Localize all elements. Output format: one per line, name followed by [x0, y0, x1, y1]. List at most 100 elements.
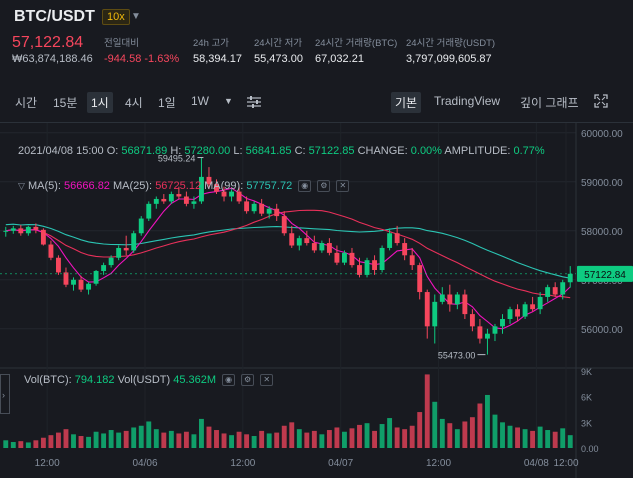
x-tick-label: 04/07 [328, 458, 353, 469]
chart-toolbar: 시간 15분 1시 4시 1일 1W ▼ 기본 TradingView 깊이 그… [0, 88, 633, 116]
volume-bar [289, 422, 295, 448]
close-icon[interactable]: ✕ [336, 180, 350, 193]
leverage-badge[interactable]: 10x [102, 9, 130, 25]
interval-15m[interactable]: 15분 [53, 96, 78, 110]
candle-body [101, 265, 107, 271]
pair-symbol[interactable]: BTC/USDT [14, 8, 95, 25]
view-depth[interactable]: 깊이 그래프 [520, 96, 579, 110]
candle-body [138, 218, 144, 234]
stat-vol-usdt-value: 3,797,099,605.87 [406, 53, 492, 65]
candle-body [25, 226, 31, 234]
candle-body [439, 294, 445, 302]
interval-1d[interactable]: 1일 [158, 96, 176, 110]
ohlc-high-label: H: [170, 145, 182, 157]
volume-bar [567, 435, 573, 448]
stat-vol-btc-value: 67,032.21 [315, 53, 364, 65]
volume-bar [251, 436, 257, 448]
volume-bar [153, 429, 159, 448]
view-tradingview[interactable]: TradingView [434, 94, 501, 108]
last-price: 57,122.84 [12, 34, 84, 51]
candle-body [372, 260, 377, 270]
interval-1w[interactable]: 1W [191, 94, 209, 108]
candle-body [462, 294, 468, 315]
volume-bar [281, 425, 287, 448]
ohlc-high: 57280.00 [184, 145, 231, 157]
eye-icon[interactable]: ◉ [298, 180, 312, 193]
candle-body [123, 247, 129, 251]
volume-bar [357, 424, 362, 448]
candle-body [116, 247, 122, 258]
candle-body [319, 243, 325, 251]
volume-bar [364, 423, 370, 448]
volume-bar [424, 374, 430, 448]
ma25-line [5, 209, 571, 299]
candle-body [229, 191, 234, 197]
volume-bar [48, 435, 54, 448]
volume-bar [206, 426, 212, 448]
view-basic[interactable]: 기본 [391, 92, 422, 113]
volume-bar [379, 424, 385, 448]
volume-bar [319, 434, 325, 448]
volume-bar [311, 430, 317, 448]
vol-close-icon[interactable]: ✕ [260, 374, 274, 387]
candle-body [379, 247, 385, 270]
candle-body [259, 203, 265, 214]
candle-body [131, 233, 137, 251]
candle-body [357, 265, 362, 275]
vol-tick-label: 0.00 [581, 444, 599, 454]
gear-icon[interactable]: ⚙ [317, 180, 331, 193]
interval-more-icon[interactable]: ▼ [224, 96, 233, 106]
candle-body [311, 243, 317, 251]
candle-body [71, 279, 76, 285]
x-tick-label: 12:00 [426, 458, 451, 469]
candle-body [86, 283, 91, 290]
volume-bar [33, 440, 39, 448]
interval-4h[interactable]: 4시 [125, 96, 143, 110]
interval-1h[interactable]: 1시 [87, 92, 113, 113]
volume-bar [454, 429, 460, 448]
fullscreen-icon[interactable] [594, 94, 608, 108]
volume-bar [492, 414, 498, 448]
volume-bar [18, 441, 24, 448]
candle-body [168, 194, 174, 202]
chevron-down-icon[interactable]: ▼ [131, 11, 141, 22]
vol-tick-label: 9K [581, 367, 592, 377]
candle-body [18, 228, 24, 234]
indicator-settings-icon[interactable] [246, 95, 262, 109]
ohlc-low-label: L: [233, 145, 243, 157]
candlestick-chart[interactable]: 60000.0059000.0058000.0057000.0056000.00… [0, 123, 633, 478]
vol-eye-icon[interactable]: ◉ [222, 374, 236, 387]
candle-body [402, 243, 408, 256]
volume-bar [477, 403, 483, 448]
candle-body [552, 287, 558, 295]
candle-body [500, 319, 505, 327]
collapse-icon[interactable]: ▽ [18, 181, 25, 191]
ohlc-open: 56871.89 [121, 145, 168, 157]
toolbar-divider [0, 122, 633, 123]
volume-bar [560, 428, 566, 448]
candle-body [485, 333, 490, 339]
candle-body [236, 191, 242, 202]
stat-vol-btc-label: 24시간 거래량(BTC) [315, 38, 398, 49]
vol-gear-icon[interactable]: ⚙ [241, 374, 255, 387]
candle-body [244, 201, 250, 212]
candle-body [56, 257, 61, 273]
svg-text:›: › [2, 390, 5, 400]
interval-time[interactable]: 시간 [15, 96, 38, 110]
side-panel-toggle[interactable]: › [0, 374, 10, 414]
candle-body [492, 326, 498, 334]
candle-body [417, 265, 423, 293]
volume-bar [63, 429, 69, 448]
chart-area[interactable]: 60000.0059000.0058000.0057000.0056000.00… [0, 123, 633, 478]
candle-body [153, 198, 159, 204]
candle-body [3, 230, 9, 232]
ma25-label: MA(25): [113, 180, 153, 192]
ma99-line [5, 223, 571, 279]
volume-bar [3, 440, 9, 448]
volume-bar [10, 442, 16, 448]
volume-bar [116, 432, 122, 448]
ma-legend: ▽ MA(5): 56666.82 MA(25): 56725.12 MA(99… [18, 180, 350, 193]
candle-body [221, 191, 227, 197]
candle-body [304, 238, 310, 244]
volume-legend: Vol(BTC): 794.182 Vol(USDT) 45.362M ◉ ⚙ … [24, 374, 274, 387]
